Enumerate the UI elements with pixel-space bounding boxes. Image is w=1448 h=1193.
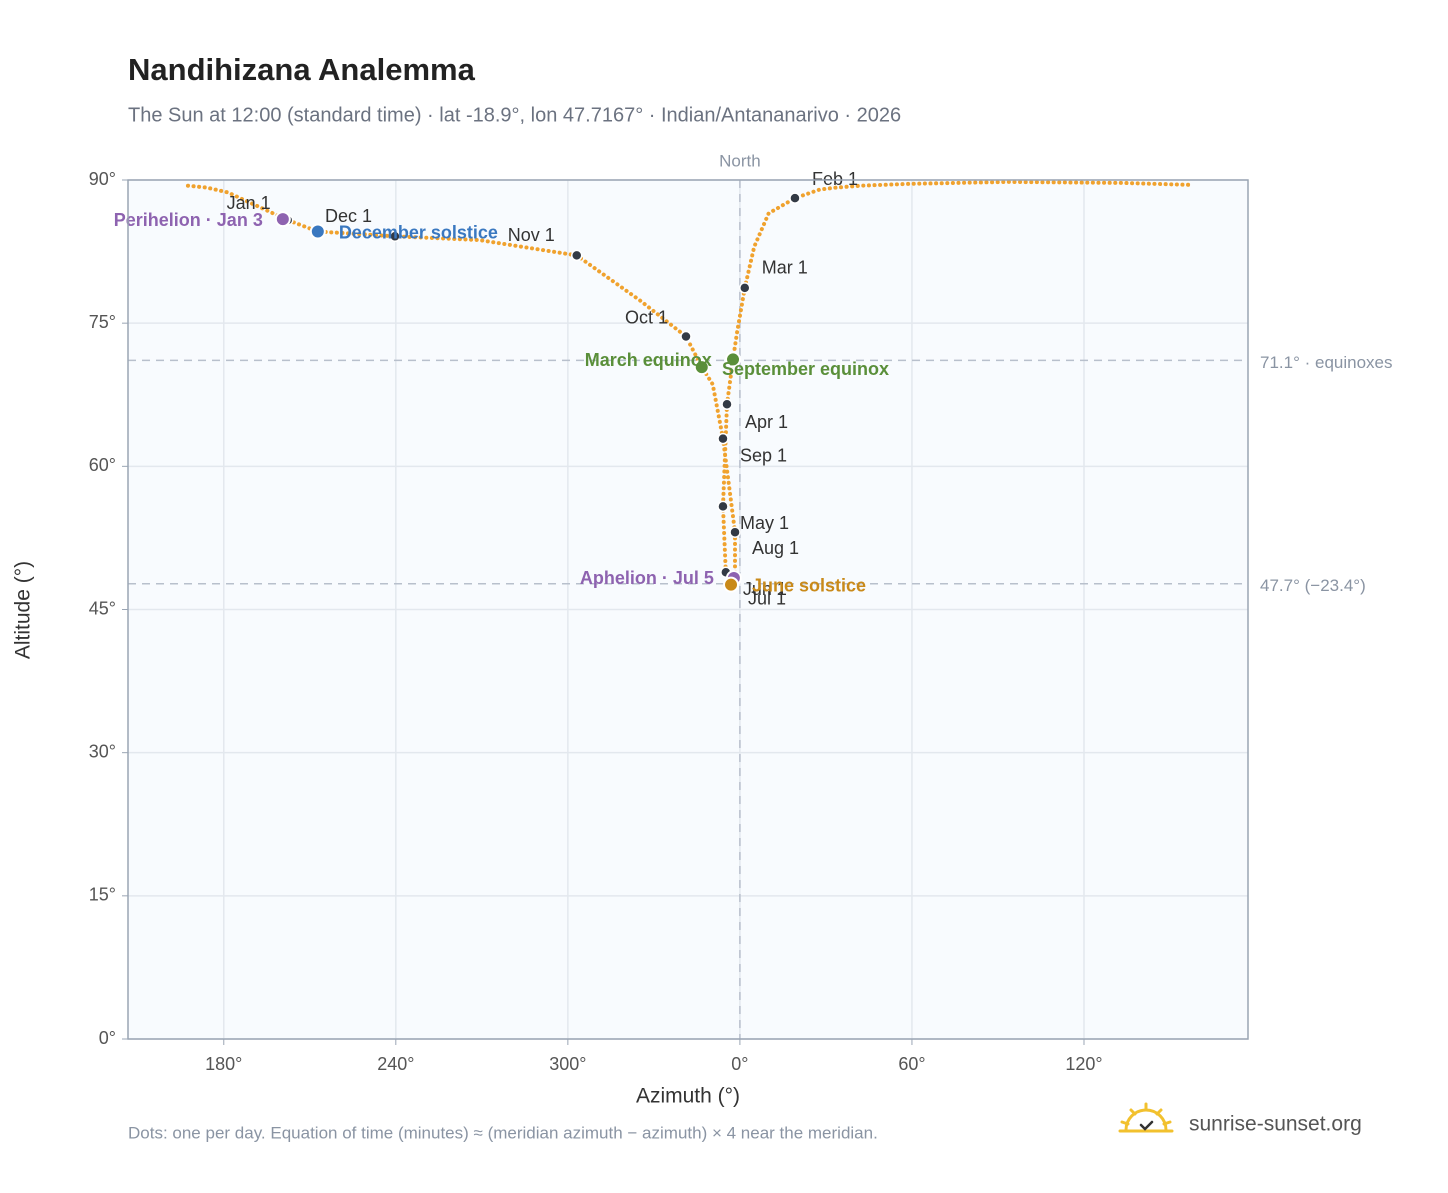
month-point [739, 282, 751, 294]
month-label: Jun 1 [743, 579, 787, 599]
month-label: Oct 1 [625, 307, 668, 327]
month-label: Feb 1 [812, 169, 858, 189]
month-label: Jul 1 [748, 589, 786, 609]
y-tick-label: 60° [89, 455, 116, 475]
month-point [789, 192, 801, 204]
reference-label: 47.7° (−23.4°) [1260, 576, 1366, 595]
month-label: Mar 1 [762, 258, 808, 278]
x-tick-label: 120° [1065, 1054, 1102, 1074]
event-point [274, 211, 291, 228]
chart-subtitle: The Sun at 12:00 (standard time) · lat -… [128, 104, 901, 126]
footnote: Dots: one per day. Equation of time (min… [128, 1123, 878, 1142]
month-point [729, 526, 741, 538]
month-point [717, 432, 729, 445]
x-axis-title: Azimuth (°) [636, 1085, 740, 1108]
y-tick-label: 30° [89, 741, 116, 761]
y-tick-label: 0° [99, 1028, 116, 1048]
event-point [693, 359, 710, 376]
month-label: Sep 1 [740, 445, 787, 465]
month-point [680, 330, 692, 343]
month-label: May 1 [740, 513, 789, 533]
brand: sunrise-sunset.org [1189, 1113, 1362, 1136]
event-point [725, 351, 742, 368]
event-label: June solstice [752, 575, 866, 595]
chart-title: Nandihizana Analemma [128, 52, 476, 87]
x-tick-label: 0° [731, 1054, 748, 1074]
y-axis-title: Altitude (°) [12, 561, 35, 659]
month-point [717, 500, 729, 513]
x-tick-label: 180° [205, 1054, 242, 1074]
event-label: Perihelion · Jan 3 [114, 210, 263, 230]
month-label: Apr 1 [745, 412, 788, 432]
event-point [723, 576, 740, 593]
month-label: Nov 1 [508, 225, 555, 245]
month-point [389, 230, 401, 243]
month-label: Aug 1 [752, 538, 799, 558]
event-point [309, 223, 326, 240]
event-label: December solstice [339, 222, 498, 242]
brand-logo [1118, 1102, 1174, 1133]
y-tick-label: 15° [89, 885, 116, 905]
event-label: September equinox [722, 359, 889, 379]
event-label: March equinox [585, 350, 712, 370]
event-label: Aphelion · Jul 5 [580, 568, 714, 588]
y-tick-label: 90° [89, 169, 116, 189]
month-label: Dec 1 [325, 206, 372, 226]
month-point [570, 249, 583, 262]
x-tick-label: 60° [898, 1054, 925, 1074]
x-tick-label: 240° [377, 1054, 414, 1074]
meridian-label: North [719, 151, 761, 170]
reference-label: 71.1° · equinoxes [1260, 353, 1393, 372]
month-label: Jan 1 [227, 193, 271, 213]
x-tick-label: 300° [549, 1054, 586, 1074]
y-tick-label: 45° [89, 598, 116, 618]
y-tick-label: 75° [89, 312, 116, 332]
month-point [721, 398, 733, 411]
